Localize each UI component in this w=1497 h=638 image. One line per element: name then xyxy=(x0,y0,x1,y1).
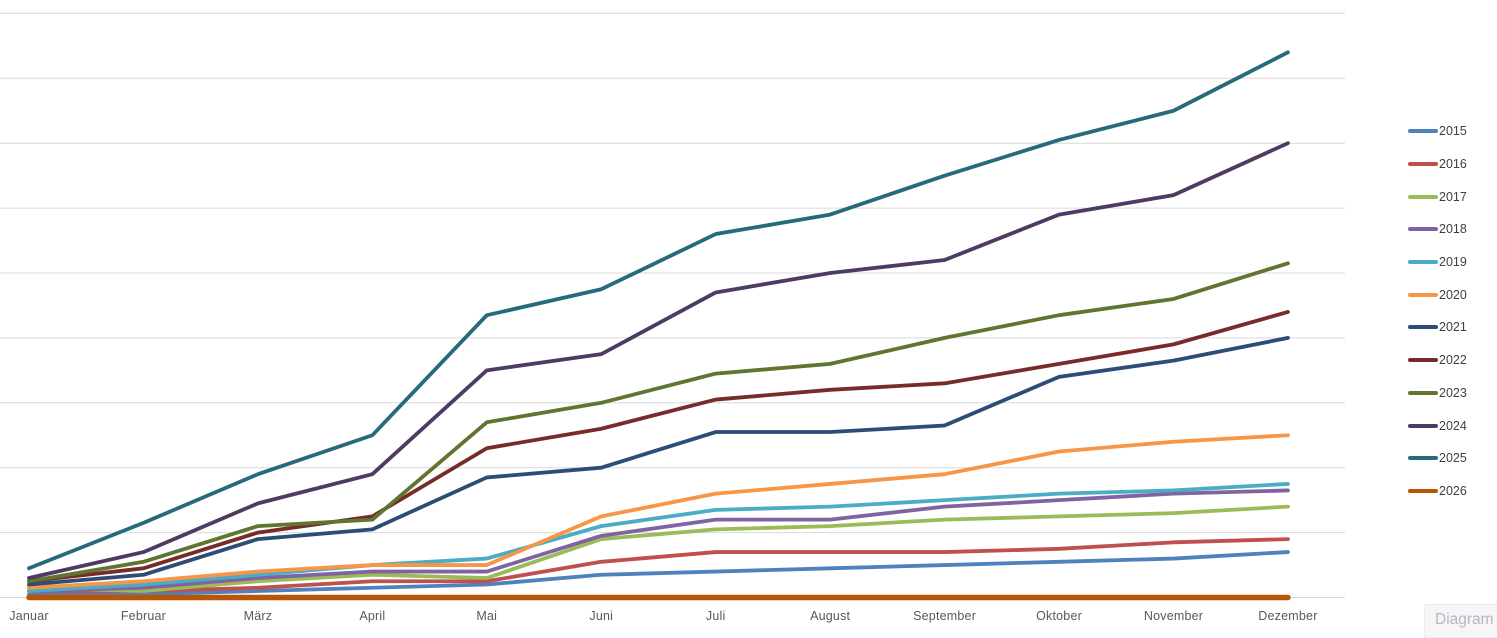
legend-label: 2022 xyxy=(1439,353,1467,368)
legend-item-2022[interactable]: 2022 xyxy=(1408,344,1467,377)
legend-label: 2017 xyxy=(1439,189,1467,204)
legend-swatch xyxy=(1408,227,1438,232)
legend-swatch xyxy=(1408,325,1438,330)
legend-label: 2024 xyxy=(1439,418,1467,433)
series-line-2021[interactable] xyxy=(27,335,1290,587)
x-axis-label: April xyxy=(359,609,386,623)
legend-item-2019[interactable]: 2019 xyxy=(1408,246,1467,279)
x-axis-label: Dezember xyxy=(1258,609,1318,623)
x-axis-label: November xyxy=(1143,609,1204,623)
legend-swatch xyxy=(1408,423,1438,428)
legend-item-2020[interactable]: 2020 xyxy=(1408,278,1467,311)
series-line-2017[interactable] xyxy=(27,504,1290,593)
legend-label: 2020 xyxy=(1439,287,1467,302)
x-axis-label: März xyxy=(243,609,273,623)
legend-item-2025[interactable]: 2025 xyxy=(1408,442,1467,475)
series-line-2016[interactable] xyxy=(27,537,1290,593)
x-axis-label: Januar xyxy=(9,609,49,623)
legend-item-2023[interactable]: 2023 xyxy=(1408,377,1467,410)
legend-label: 2025 xyxy=(1439,451,1467,466)
legend-item-2017[interactable]: 2017 xyxy=(1408,180,1467,213)
legend-item-2015[interactable]: 2015 xyxy=(1408,115,1467,148)
legend-swatch xyxy=(1408,129,1438,134)
x-axis-label: August xyxy=(810,609,851,623)
legend-label: 2018 xyxy=(1439,222,1467,237)
legend-item-2016[interactable]: 2016 xyxy=(1408,148,1467,181)
legend-swatch xyxy=(1408,194,1438,199)
x-axis-label: Mai xyxy=(476,609,498,623)
legend-swatch xyxy=(1408,292,1438,297)
diagram-button[interactable]: Diagram xyxy=(1424,604,1497,638)
legend-swatch xyxy=(1408,358,1438,363)
legend-label: 2021 xyxy=(1439,320,1467,335)
legend-swatch xyxy=(1408,456,1438,461)
series-line-2020[interactable] xyxy=(27,433,1290,590)
legend: 2015 2016 2017 2018 2019 2020 2021 2022 2023 2024… xyxy=(1408,115,1467,507)
series-line-2018[interactable] xyxy=(27,488,1290,593)
series-line-2023[interactable] xyxy=(27,261,1290,584)
gridlines xyxy=(0,12,1345,598)
x-axis-label: Juni xyxy=(589,609,614,623)
x-axis-label: September xyxy=(913,609,977,623)
legend-item-2021[interactable]: 2021 xyxy=(1408,311,1467,344)
legend-label: 2026 xyxy=(1439,483,1467,498)
legend-label: 2015 xyxy=(1439,124,1467,139)
legend-item-2026[interactable]: 2026 xyxy=(1408,475,1467,508)
series-line-2015[interactable] xyxy=(27,550,1290,597)
diagram-button-label: Diagram xyxy=(1435,611,1494,628)
legend-item-2024[interactable]: 2024 xyxy=(1408,409,1467,442)
legend-swatch xyxy=(1408,260,1438,265)
series-line-2025[interactable] xyxy=(27,50,1290,571)
legend-swatch xyxy=(1408,162,1438,167)
series-lines xyxy=(26,50,1291,601)
legend-label: 2023 xyxy=(1439,385,1467,400)
legend-swatch xyxy=(1408,488,1438,493)
legend-label: 2019 xyxy=(1439,255,1467,270)
series-line-2024[interactable] xyxy=(27,141,1290,580)
legend-item-2018[interactable]: 2018 xyxy=(1408,213,1467,246)
legend-label: 2016 xyxy=(1439,157,1467,172)
x-axis-label: Juli xyxy=(705,609,726,623)
legend-swatch xyxy=(1408,390,1438,395)
x-axis-label: Oktober xyxy=(1036,609,1082,623)
x-axis-label: Februar xyxy=(120,609,167,623)
series-line-2019[interactable] xyxy=(27,482,1290,593)
series-line-2022[interactable] xyxy=(27,310,1290,584)
